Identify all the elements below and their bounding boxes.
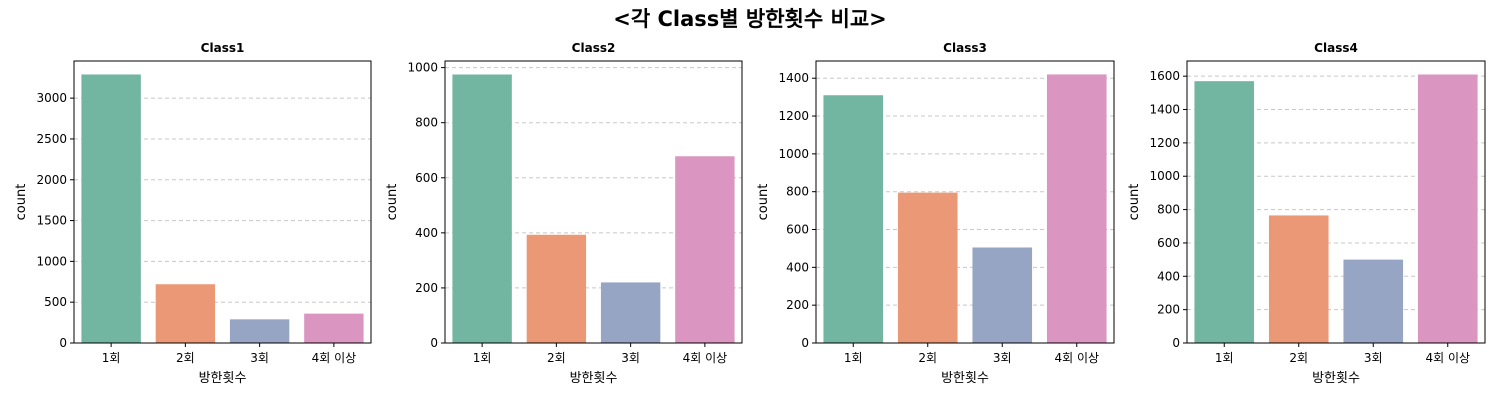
y-tick-label: 1000 (778, 147, 809, 161)
axes-frame (73, 60, 372, 344)
y-tick-label: 800 (415, 116, 438, 130)
panel-title: Class2 (572, 41, 616, 55)
bar-1회 (823, 95, 884, 343)
axes-frame (1186, 60, 1486, 344)
y-tick-label: 600 (786, 223, 809, 237)
y-tick-label: 200 (786, 298, 809, 312)
y-tick-label: 3000 (36, 91, 67, 105)
y-tick-label: 800 (786, 185, 809, 199)
y-tick-label: 600 (1157, 236, 1180, 250)
y-axis-label: count (385, 184, 400, 221)
bar-4회 이상 (1417, 74, 1478, 343)
x-tick-label: 2회 (176, 351, 195, 365)
x-tick-label: 3회 (621, 351, 640, 365)
bar-4회 이상 (1046, 74, 1107, 343)
y-tick-label: 400 (415, 226, 438, 240)
x-tick-label: 2회 (1289, 351, 1308, 365)
y-tick-label: 1400 (778, 71, 809, 85)
bar-2회 (897, 192, 958, 343)
chart-panel-2: 0 200 400 600 800 1000 1회 2회 3회 4회 이상 Class2 방한횟수 co… (385, 41, 743, 386)
y-tick-label: 200 (1157, 303, 1180, 317)
y-tick-label: 1000 (36, 254, 67, 268)
x-tick-label: 1회 (102, 351, 121, 365)
y-tick-label: 0 (1172, 336, 1180, 350)
x-axis-label: 방한횟수 (199, 371, 247, 386)
y-tick-label: 0 (430, 336, 438, 350)
y-axis-label: count (756, 184, 771, 221)
x-tick-label: 4회 이상 (1425, 351, 1470, 365)
panel-title: Class4 (1314, 41, 1358, 55)
x-tick-label: 4회 이상 (1054, 351, 1099, 365)
y-tick-label: 1500 (36, 214, 67, 228)
bar-2회 (155, 284, 216, 343)
y-tick-label: 400 (786, 260, 809, 274)
panel-title: Class3 (943, 41, 987, 55)
bar-2회 (1268, 215, 1329, 343)
y-tick-label: 1000 (407, 61, 438, 75)
chart-panel-4: 0 200 400 600 800 1000 1200 1400 1600 1회 2회 3회 4회 이상… (1127, 41, 1486, 386)
bar-3회 (600, 282, 661, 343)
y-tick-label: 500 (44, 295, 67, 309)
x-axis-label: 방한횟수 (941, 371, 989, 386)
y-tick-label: 400 (1157, 269, 1180, 283)
y-tick-label: 1200 (1149, 136, 1180, 150)
x-tick-label: 2회 (547, 351, 566, 365)
y-tick-label: 2500 (36, 132, 67, 146)
y-axis-label: count (14, 184, 29, 221)
bar-1회 (1194, 81, 1255, 343)
bar-3회 (229, 319, 290, 343)
bar-3회 (972, 247, 1033, 343)
y-tick-label: 600 (415, 171, 438, 185)
bar-1회 (452, 74, 512, 343)
x-tick-label: 2회 (918, 351, 937, 365)
bar-4회 이상 (304, 313, 364, 343)
y-tick-label: 0 (59, 336, 67, 350)
x-tick-label: 4회 이상 (312, 351, 357, 365)
y-tick-label: 800 (1157, 203, 1180, 217)
chart-panel-1: 0 500 1000 1500 2000 2500 3000 1회 2회 3회 4회 이상 Class… (14, 41, 372, 386)
x-tick-label: 1회 (844, 351, 863, 365)
panel-title: Class1 (201, 41, 245, 55)
x-tick-label: 3회 (1364, 351, 1383, 365)
y-axis-label: count (1127, 184, 1142, 221)
x-tick-label: 4회 이상 (683, 351, 728, 365)
y-tick-label: 0 (801, 336, 809, 350)
y-tick-label: 1000 (1149, 169, 1180, 183)
y-tick-label: 1600 (1149, 69, 1180, 83)
y-tick-label: 1400 (1149, 103, 1180, 117)
x-tick-label: 1회 (473, 351, 492, 365)
axes-frame (444, 60, 743, 344)
x-tick-label: 3회 (250, 351, 269, 365)
bar-2회 (526, 234, 587, 343)
x-tick-label: 3회 (993, 351, 1012, 365)
figure-title: <각 Class별 방한횟수 비교> (613, 7, 886, 31)
chart-panel-3: 0 200 400 600 800 1000 1200 1400 1회 2회 3회 4회 이상 Clas… (756, 41, 1115, 386)
x-axis-label: 방한횟수 (1312, 371, 1360, 386)
bar-1회 (81, 74, 141, 343)
x-axis-label: 방한횟수 (570, 371, 618, 386)
y-tick-label: 200 (415, 281, 438, 295)
x-tick-label: 1회 (1215, 351, 1234, 365)
bar-4회 이상 (675, 156, 735, 343)
bar-3회 (1343, 259, 1404, 343)
axes-frame (815, 60, 1115, 344)
y-tick-label: 1200 (778, 109, 809, 123)
y-tick-label: 2000 (36, 173, 67, 187)
